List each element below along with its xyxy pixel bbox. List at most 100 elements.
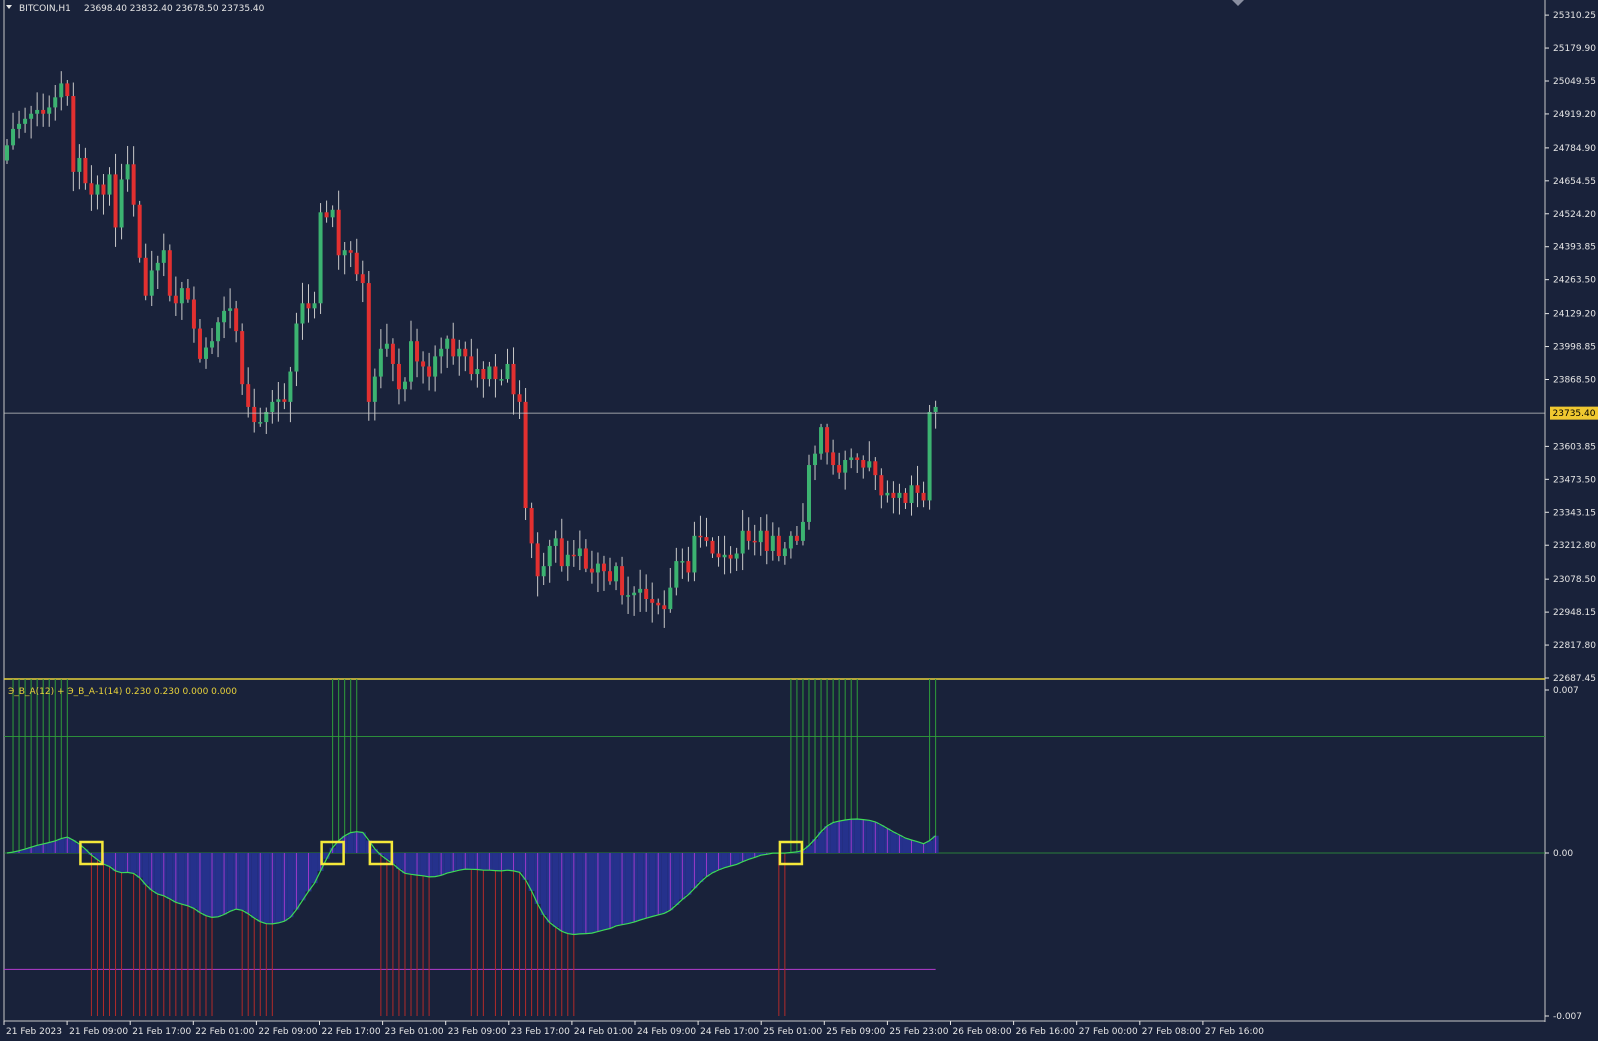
candle-body [813,453,818,466]
candle-body [312,303,317,309]
osc-area-segment [58,838,65,853]
candle-body [487,366,492,380]
candle-body [131,164,136,205]
time-tick-label: 21 Feb 2023 [6,1027,62,1037]
osc-area-segment [215,853,222,917]
candle-body [620,566,625,596]
candle-body [439,348,444,357]
time-tick-label: 27 Feb 08:00 [1142,1027,1201,1037]
osc-area-segment [46,842,53,853]
price-tick-label: 24393.85 [1553,243,1596,253]
candle-body [35,109,40,114]
price-tick-label: 25179.90 [1553,44,1596,54]
price-tick-label: 24524.20 [1553,210,1596,220]
candle-body [300,303,305,324]
osc-area-segment [142,853,149,885]
candlestick-series [5,71,938,628]
time-tick-label: 27 Feb 16:00 [1205,1027,1264,1037]
candle-body [342,250,347,256]
candle-body [324,212,329,218]
osc-area-segment [492,853,499,871]
osc-tick-label: -0.007 [1553,1012,1582,1022]
candle-body [203,347,208,359]
time-tick-label: 24 Feb 09:00 [637,1027,696,1037]
osc-area-segment [576,853,583,934]
osc-area-segment [34,845,41,853]
osc-area-segment [154,853,161,895]
candle-body [740,530,745,554]
time-tick-label: 23 Feb 01:00 [385,1027,444,1037]
candle-body [167,250,172,296]
candle-body [173,295,178,304]
candle-body [366,283,371,402]
time-tick-label: 23 Feb 17:00 [511,1027,570,1037]
osc-area-segment [757,853,764,856]
candle-body [837,465,842,473]
osc-area-segment [637,853,644,921]
candle-body [704,537,709,541]
candle-body [849,457,854,460]
ohlc-values: 23698.40 23832.40 23678.50 23735.40 [84,4,265,14]
candle-body [372,376,377,402]
candle-body [197,328,202,359]
osc-area-segment [227,853,234,912]
candle-body [83,157,88,184]
osc-area-segment [902,838,909,853]
osc-tick-label: 0.00 [1553,849,1573,859]
candle-body [577,548,582,557]
osc-area-segment [673,853,680,906]
price-tick-label: 23603.85 [1553,442,1596,452]
osc-area-segment [480,853,487,871]
oscillator-axis: 0.007 0.00 -0.007 [1545,686,1582,1022]
candle-body [517,394,522,402]
osc-area-segment [540,853,547,916]
price-tick-label: 22948.15 [1553,608,1596,618]
symbol-menu-icon[interactable] [6,5,12,9]
osc-area-segment [383,853,390,860]
crossover-marker [79,840,104,866]
candle-body [113,174,118,228]
candle-body [125,164,130,180]
osc-area-segment [733,853,740,865]
price-tick-label: 23343.15 [1553,508,1596,518]
candle-body [927,411,932,501]
osc-area-segment [805,845,813,853]
candle-body [71,96,76,172]
candle-body [529,508,534,544]
candle-body [101,184,106,195]
candle-body [511,363,516,395]
current-price-label: 23735.40 [1553,409,1596,419]
candle-body [77,157,82,172]
candle-body [668,587,673,610]
osc-area-segment [311,853,318,884]
candle-body [234,308,239,332]
scroll-marker-icon[interactable] [1232,0,1244,6]
candle-body [433,356,438,377]
candle-body [680,561,685,563]
candle-body [5,145,9,161]
osc-area-segment [432,853,439,877]
price-tick-label: 24654.55 [1553,177,1596,187]
candle-body [698,535,703,538]
osc-area-segment [600,853,607,930]
candle-body [595,563,600,573]
candle-body [457,348,462,357]
candle-body [451,338,456,357]
candle-body [252,406,257,423]
candle-body [306,303,311,309]
candle-body [396,363,401,390]
candle-body [831,452,836,466]
candle-body [270,401,275,412]
candle-body [855,457,860,460]
time-tick-label: 24 Feb 01:00 [574,1027,633,1037]
oscillator-histogram [12,679,937,1016]
indicator-label: Э_В_А(12) + Э_В_А-1(14) 0.230 0.230 0.00… [8,687,237,697]
candle-body [336,209,341,256]
candle-body [191,299,196,329]
candle-body [523,401,528,509]
osc-area-segment [130,853,137,874]
candle-body [47,107,52,114]
candle-body [89,183,94,195]
osc-area-segment [552,853,559,928]
